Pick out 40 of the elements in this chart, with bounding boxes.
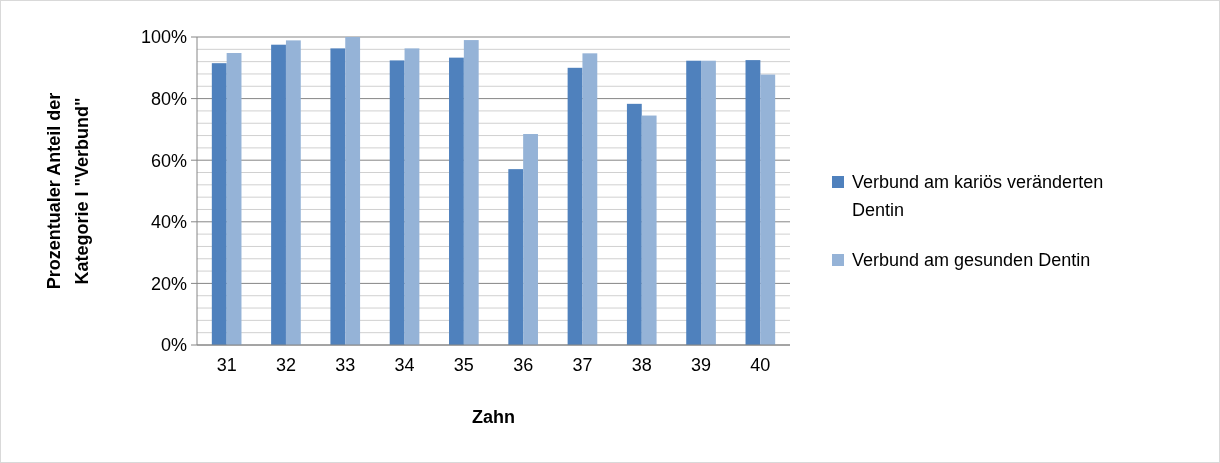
x-tick-label: 35 — [453, 355, 474, 375]
y-tick-label: 40% — [150, 212, 187, 233]
bar — [345, 37, 361, 345]
bar — [404, 48, 420, 345]
bar — [626, 103, 642, 345]
x-tick-label: 38 — [631, 355, 652, 375]
x-tick-label: 32 — [275, 355, 296, 375]
bar — [463, 40, 479, 345]
x-axis-title: Zahn — [472, 407, 515, 427]
bar — [567, 67, 583, 345]
y-tick-label: 60% — [150, 150, 187, 171]
y-tick-label: 80% — [150, 88, 187, 109]
bar — [211, 63, 227, 345]
x-tick-label: 40 — [750, 355, 771, 375]
bar — [745, 60, 761, 345]
bar — [330, 48, 346, 345]
x-tick-label: 39 — [691, 355, 712, 375]
bar — [449, 57, 464, 345]
bar — [686, 60, 702, 345]
bar — [701, 60, 716, 345]
y-tick-label: 0% — [160, 335, 187, 356]
bar — [582, 53, 598, 345]
x-tick-label: 33 — [335, 355, 356, 375]
x-tick-label: 37 — [572, 355, 593, 375]
bar — [285, 40, 301, 345]
bar — [760, 74, 776, 345]
x-tick-label: 31 — [216, 355, 237, 375]
legend-label: Verbund am kariös veränderten Dentin — [852, 172, 1104, 221]
y-tick-label: 20% — [150, 273, 187, 294]
bar — [641, 115, 657, 345]
y-tick-label: 100% — [140, 27, 187, 48]
y-axis-title: Prozentualer Anteil der Kategorie I "Verbund" — [44, 92, 92, 290]
x-tick-label: 36 — [513, 355, 534, 375]
bar — [508, 169, 524, 345]
bar — [523, 134, 538, 345]
bar — [389, 60, 405, 345]
x-tick-label: 34 — [394, 355, 415, 375]
legend-label: Verbund am gesunden Dentin — [852, 250, 1091, 271]
bar — [226, 53, 242, 345]
bar — [271, 44, 286, 345]
